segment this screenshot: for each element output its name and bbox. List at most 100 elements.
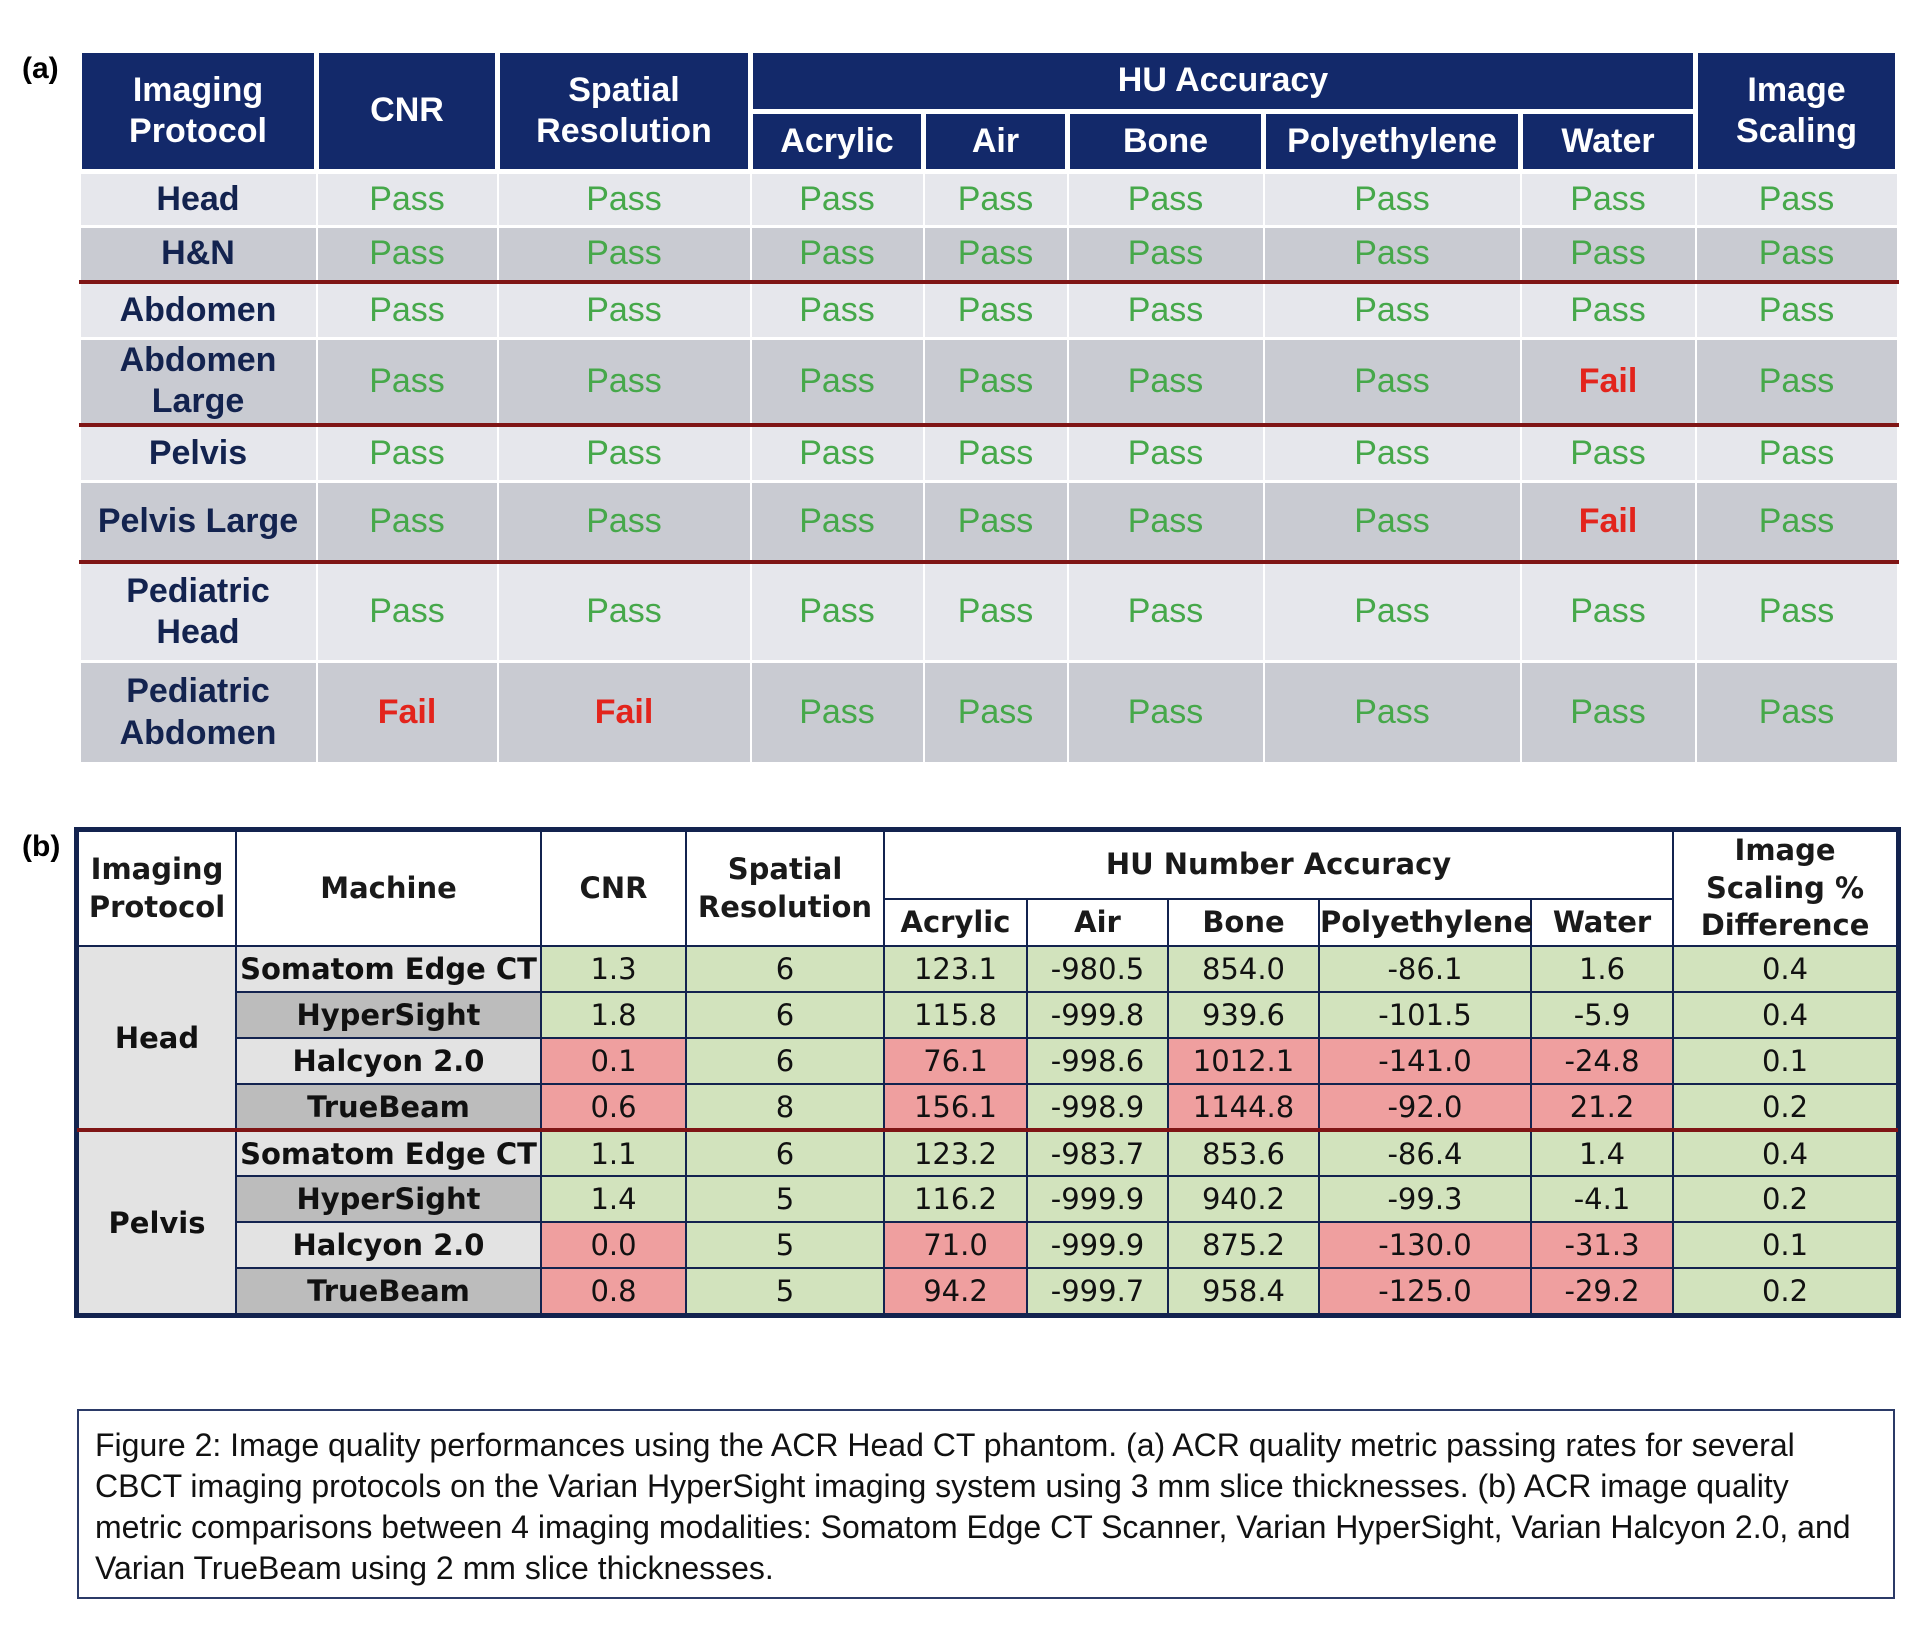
header-image-scaling: Image Scaling (1693, 48, 1901, 174)
protocol-cell: Head (78, 171, 318, 227)
result-cell: Pass (1066, 225, 1265, 282)
result-cell: Pass (922, 660, 1069, 762)
header-cnr: CNR (314, 48, 500, 174)
result-cell: Pass (1694, 336, 1899, 425)
table-a-row: Head Pass Pass Pass Pass Pass Pass Pass Pass (78, 171, 1899, 227)
b-header-machine: Machine (235, 829, 542, 948)
value-cell: -998.9 (1026, 1083, 1169, 1132)
value-cell: 1.1 (540, 1128, 687, 1178)
result-cell: Pass (1519, 422, 1697, 482)
machine-cell: Somatom Edge CT (235, 1128, 542, 1178)
result-cell: Pass (1519, 660, 1697, 762)
protocol-cell: Pelvis Large (78, 480, 318, 562)
result-cell: Pass (1262, 480, 1522, 562)
result-cell: Pass (749, 660, 925, 762)
b-header-air: Air (1026, 898, 1169, 948)
result-cell: Pass (496, 559, 752, 662)
result-cell: Pass (315, 559, 499, 662)
b-header-hu-number-accuracy: HU Number Accuracy (882, 829, 1675, 901)
result-cell: Pass (1694, 225, 1899, 282)
result-cell: Pass (1262, 660, 1522, 762)
result-cell: Pass (1262, 336, 1522, 425)
result-cell: Pass (922, 225, 1069, 282)
value-cell: 853.6 (1167, 1128, 1320, 1178)
result-cell: Pass (496, 480, 752, 562)
result-cell: Pass (749, 480, 925, 562)
table-a-row: Pediatric Abdomen Fail Fail Pass Pass Pass Pas… (78, 660, 1899, 762)
protocol-cell: Abdomen (78, 279, 318, 339)
value-cell: 939.6 (1167, 991, 1320, 1040)
table-b-row: TrueBeam 0.6 8 156.1 -998.9 1144.8 -92.0 21.2 0.… (78, 1083, 1899, 1132)
value-cell: -130.0 (1318, 1221, 1532, 1270)
value-cell: -92.0 (1318, 1083, 1532, 1132)
value-cell: 0.4 (1672, 1128, 1899, 1178)
result-cell: Fail (1519, 336, 1697, 425)
result-cell: Pass (749, 171, 925, 227)
figure-caption: Figure 2: Image quality performances usi… (77, 1409, 1895, 1599)
b-header-polyethylene: Polyethylene (1318, 898, 1533, 948)
value-cell: 5 (685, 1267, 885, 1316)
value-cell: 21.2 (1529, 1083, 1675, 1132)
protocol-cell: Pediatric Head (78, 559, 318, 662)
machine-cell: TrueBeam (235, 1083, 542, 1132)
value-cell: 0.2 (1672, 1175, 1899, 1224)
value-cell: -999.8 (1026, 991, 1169, 1040)
value-cell: 6 (685, 945, 885, 994)
result-cell: Pass (1066, 559, 1265, 662)
value-cell: -980.5 (1026, 945, 1169, 994)
result-cell: Pass (1262, 422, 1522, 482)
machine-cell: Halcyon 2.0 (235, 1221, 542, 1270)
value-cell: 6 (685, 991, 885, 1040)
value-cell: -141.0 (1318, 1037, 1532, 1086)
machine-cell: HyperSight (235, 991, 542, 1040)
result-cell: Pass (315, 422, 499, 482)
value-cell: 0.1 (1672, 1221, 1899, 1270)
table-b-row: Halcyon 2.0 0.1 6 76.1 -998.6 1012.1 -141.0 -24… (78, 1037, 1899, 1086)
header-spatial-resolution: Spatial Resolution (495, 48, 753, 174)
value-cell: 116.2 (883, 1175, 1028, 1224)
value-cell: 940.2 (1167, 1175, 1320, 1224)
result-cell: Pass (1694, 422, 1899, 482)
value-cell: -999.7 (1026, 1267, 1169, 1316)
result-cell: Pass (496, 279, 752, 339)
value-cell: -101.5 (1318, 991, 1532, 1040)
protocol-group-cell: Pelvis (77, 1128, 237, 1316)
value-cell: 1.8 (540, 991, 687, 1040)
value-cell: 0.1 (1672, 1037, 1899, 1086)
value-cell: -998.6 (1026, 1037, 1169, 1086)
result-cell: Pass (922, 422, 1069, 482)
result-cell: Fail (1519, 480, 1697, 562)
machine-cell: HyperSight (235, 1175, 542, 1224)
result-cell: Pass (1066, 171, 1265, 227)
value-cell: 8 (685, 1083, 885, 1132)
result-cell: Pass (1519, 171, 1697, 227)
value-cell: -4.1 (1529, 1175, 1675, 1224)
result-cell: Pass (922, 279, 1069, 339)
protocol-group-cell: Head (77, 945, 237, 1132)
value-cell: 0.4 (1672, 991, 1899, 1040)
result-cell: Pass (315, 171, 499, 227)
result-cell: Pass (749, 279, 925, 339)
header-hu-accuracy: HU Accuracy (747, 48, 1699, 114)
value-cell: -86.1 (1318, 945, 1532, 994)
value-cell: 1.4 (540, 1175, 687, 1224)
b-header-bone: Bone (1167, 898, 1320, 948)
result-cell: Pass (315, 480, 499, 562)
value-cell: 5 (685, 1175, 885, 1224)
result-cell: Pass (496, 336, 752, 425)
b-header-water: Water (1529, 898, 1675, 948)
table-a-row: Abdomen Large Pass Pass Pass Pass Pass Pass Fai… (78, 336, 1899, 425)
value-cell: 6 (685, 1037, 885, 1086)
panel-a-label: (a) (22, 52, 59, 85)
value-cell: -24.8 (1529, 1037, 1675, 1086)
result-cell: Pass (749, 225, 925, 282)
value-cell: -86.4 (1318, 1128, 1532, 1178)
table-b-row: HyperSight 1.8 6 115.8 -999.8 939.6 -101.5 -5.9… (78, 991, 1899, 1040)
b-header-image-scaling: Image Scaling % Difference (1672, 829, 1899, 948)
b-header-spatial-resolution: Spatial Resolution (685, 829, 885, 948)
table-a-row: Pelvis Pass Pass Pass Pass Pass Pass Pass Pass (78, 422, 1899, 482)
value-cell: 0.2 (1672, 1267, 1899, 1316)
value-cell: -29.2 (1529, 1267, 1675, 1316)
result-cell: Pass (1262, 171, 1522, 227)
protocol-cell: H&N (78, 225, 318, 282)
